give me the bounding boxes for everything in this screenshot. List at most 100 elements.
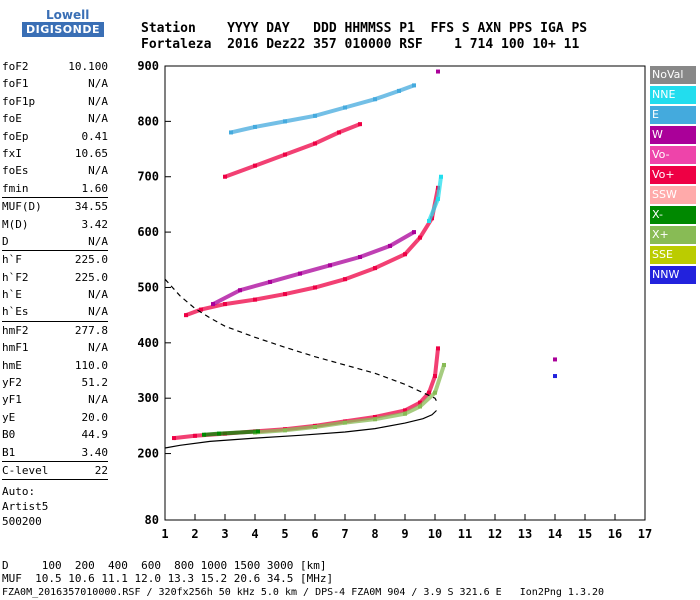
x-tick-label: 9 <box>401 527 408 541</box>
param-row: yF1 N/A <box>2 391 108 408</box>
param-key: foF1p <box>2 94 36 108</box>
param-key: hmE <box>2 358 22 372</box>
footer-file-info: FZA0M_2016357010000.RSF / 320fx256h 50 k… <box>2 587 605 598</box>
footer-muf-row: MUF 10.5 10.6 11.1 12.0 13.3 15.2 20.6 3… <box>2 572 334 585</box>
param-key: foEp <box>2 129 29 143</box>
param-key: h`F2 <box>2 270 29 284</box>
profile-curve <box>164 278 439 404</box>
param-row: h`Es N/A <box>2 303 108 320</box>
auto-artist: Artist5 <box>2 500 49 513</box>
x-tick-label: 11 <box>458 527 472 541</box>
param-separator <box>2 479 108 481</box>
trace-band <box>185 187 440 317</box>
data-point <box>202 432 206 437</box>
param-value: N/A <box>88 288 108 302</box>
y-tick-label: 900 <box>137 59 159 73</box>
x-tick-label: 1 <box>161 527 168 541</box>
x-tick-label: 15 <box>578 527 592 541</box>
parameter-panel: foF2 10.100 foF1 N/A foF1p N/A foE N/A foEp 0.41 f… <box>2 58 109 481</box>
param-value: 51.2 <box>81 376 109 390</box>
data-point <box>442 362 446 367</box>
param-key: hmF1 <box>2 341 29 355</box>
param-key: foF2 <box>2 60 29 73</box>
param-row: hmF1 N/A <box>2 339 108 356</box>
param-row: fxI 10.65 <box>2 145 108 162</box>
legend-item: X+ <box>650 226 696 244</box>
auto-label: Auto: <box>2 485 36 498</box>
profile-curve <box>164 410 437 449</box>
param-value: N/A <box>88 234 108 248</box>
param-key: h`F <box>2 253 22 267</box>
x-tick-label: 8 <box>371 527 378 541</box>
param-value: 277.8 <box>74 323 108 337</box>
data-point <box>436 69 440 74</box>
param-value: 110.0 <box>74 358 108 372</box>
legend-item: NNW <box>650 266 696 284</box>
x-tick-label: 4 <box>251 527 258 541</box>
param-value: 225.0 <box>74 253 108 267</box>
legend-item: W <box>650 126 696 144</box>
footer-distance-row: D 100 200 400 600 800 1000 1500 3000 [km… <box>2 559 327 572</box>
legend-item: Vo+ <box>650 166 696 184</box>
param-value: 3.42 <box>81 217 109 231</box>
param-key: yF1 <box>2 393 22 407</box>
data-point <box>229 130 233 135</box>
x-tick-label: 2 <box>191 527 198 541</box>
param-key: foF1 <box>2 77 29 91</box>
param-key: B1 <box>2 445 16 459</box>
param-row: foEp 0.41 <box>2 128 108 145</box>
legend-item: E <box>650 106 696 124</box>
param-value: 225.0 <box>74 270 108 284</box>
param-value: 34.55 <box>74 200 108 214</box>
x-tick-label: 14 <box>548 527 562 541</box>
header-values: Fortaleza 2016 Dez22 357 010000 RSF 1 71… <box>141 37 580 52</box>
digisonde-logo: Lowell DIGISONDE <box>8 4 128 42</box>
legend-item: NNE <box>650 86 696 104</box>
param-separator <box>2 197 108 199</box>
data-point <box>436 346 440 351</box>
data-point <box>427 219 431 224</box>
logo-lowell-text: Lowell <box>46 8 90 22</box>
auto-code: 500200 <box>2 515 42 528</box>
param-row: C-level 22 <box>2 462 108 479</box>
data-point <box>412 83 416 88</box>
data-point <box>184 313 188 318</box>
polarization-legend: NoVal NNE E W Vo- Vo+ SSW X- X+ SSE NNW <box>650 66 696 286</box>
x-tick-label: 13 <box>518 527 532 541</box>
param-row: B0 44.9 <box>2 426 108 443</box>
param-value: 10.65 <box>74 146 108 160</box>
param-key: M(D) <box>2 217 29 231</box>
trace-band <box>212 230 415 306</box>
param-row: hmF2 277.8 <box>2 322 108 339</box>
y-tick-label: 400 <box>137 336 159 350</box>
param-row: h`F2 225.0 <box>2 269 108 286</box>
param-separator <box>2 250 108 252</box>
param-key: fmin <box>2 181 29 195</box>
y-tick-label: 300 <box>137 391 159 405</box>
trace-band <box>230 83 415 135</box>
param-value: N/A <box>88 77 108 91</box>
param-value: 10.100 <box>68 60 108 73</box>
x-tick-label: 6 <box>311 527 318 541</box>
param-key: h`E <box>2 288 22 302</box>
param-key: yE <box>2 410 16 424</box>
param-row: foF1 N/A <box>2 75 108 92</box>
param-value: N/A <box>88 112 108 126</box>
logo-digisonde-text: DIGISONDE <box>22 22 104 37</box>
param-key: h`Es <box>2 305 29 319</box>
legend-item: SSE <box>650 246 696 264</box>
param-row: hmE 110.0 <box>2 357 108 374</box>
trace-band <box>254 364 446 435</box>
y-tick-label: 800 <box>137 114 159 128</box>
param-row: foF1p N/A <box>2 93 108 110</box>
header-labels: Station YYYY DAY DDD HHMMSS P1 FFS S AXN… <box>141 21 588 36</box>
param-value: 1.60 <box>81 181 109 195</box>
data-point <box>553 374 557 379</box>
param-row: B1 3.40 <box>2 444 108 461</box>
param-separator <box>2 460 108 462</box>
param-value: 20.0 <box>81 410 109 424</box>
x-tick-label: 7 <box>341 527 348 541</box>
y-tick-label: 600 <box>137 225 159 239</box>
param-row: D N/A <box>2 233 108 250</box>
